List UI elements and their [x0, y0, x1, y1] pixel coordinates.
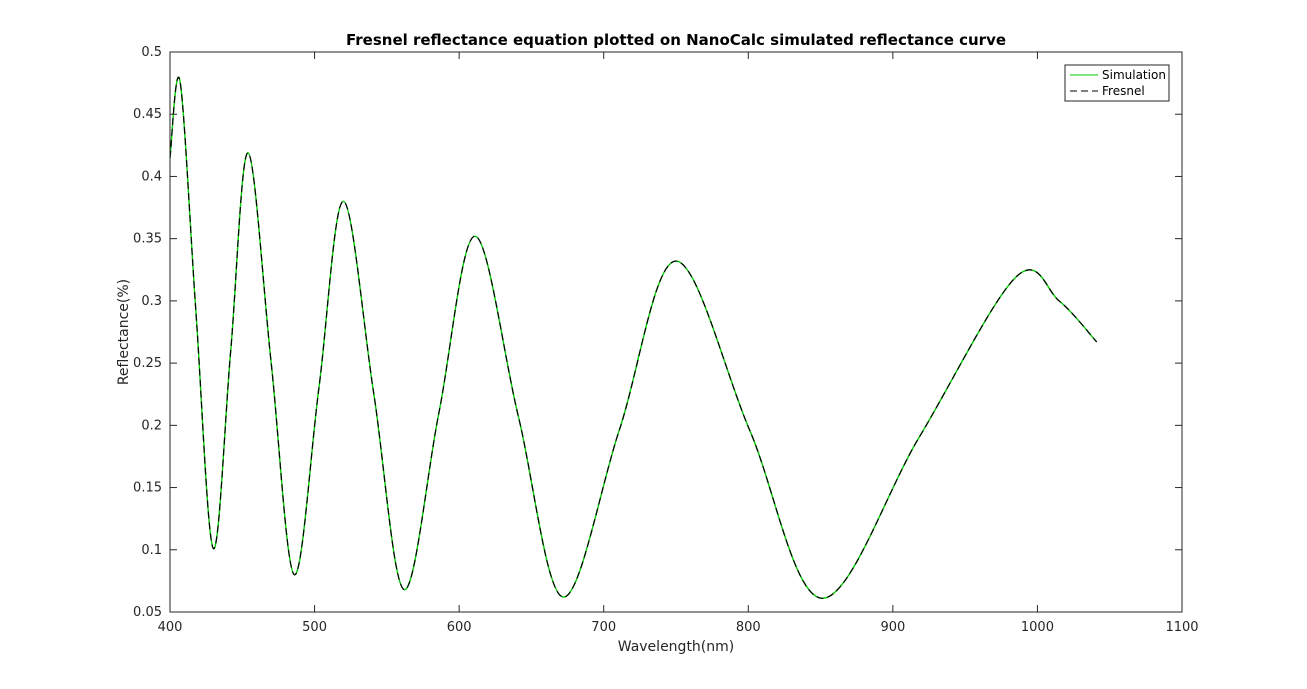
y-axis-label: Reflectance(%) [116, 279, 132, 385]
ticks-layer: 400 500 600 700 800 900 1000 1100 0.05 0.1 0.15 0.2… [133, 45, 1199, 635]
y-tick-label: 0.4 [141, 169, 162, 184]
y-tick-label: 0.35 [133, 232, 162, 247]
series-line-fresnel [169, 77, 1098, 599]
x-tick-label: 500 [302, 620, 327, 635]
x-tick-label: 700 [591, 620, 616, 635]
x-tick-label: 1100 [1165, 620, 1198, 635]
x-tick-label: 400 [158, 620, 183, 635]
legend-fresnel-label: Fresnel [1102, 84, 1145, 98]
y-tick-label: 0.1 [141, 543, 162, 558]
y-tick-label: 0.2 [141, 418, 162, 433]
x-tick-label: 600 [447, 620, 472, 635]
legend-simulation-label: Simulation [1102, 68, 1166, 82]
x-tick-label: 800 [736, 620, 761, 635]
legend-box [1064, 64, 1170, 102]
plot-layer [169, 76, 1098, 600]
x-tick-label: 1000 [1021, 620, 1054, 635]
y-tick-label: 0.5 [141, 45, 162, 60]
legend: Simulation Fresnel [1064, 64, 1170, 102]
y-tick-label: 0.25 [133, 356, 162, 371]
x-axis-label: Wavelength(nm) [618, 639, 734, 655]
chart-title: Fresnel reflectance equation plotted on … [346, 31, 1006, 49]
x-tick-label: 900 [880, 620, 905, 635]
y-tick-label: 0.3 [141, 294, 162, 309]
y-tick-label: 0.05 [133, 605, 162, 620]
axes-box [169, 51, 1183, 613]
y-tick-label: 0.15 [133, 481, 162, 496]
series-line-simulation [169, 76, 1098, 600]
y-tick-label: 0.45 [133, 107, 162, 122]
